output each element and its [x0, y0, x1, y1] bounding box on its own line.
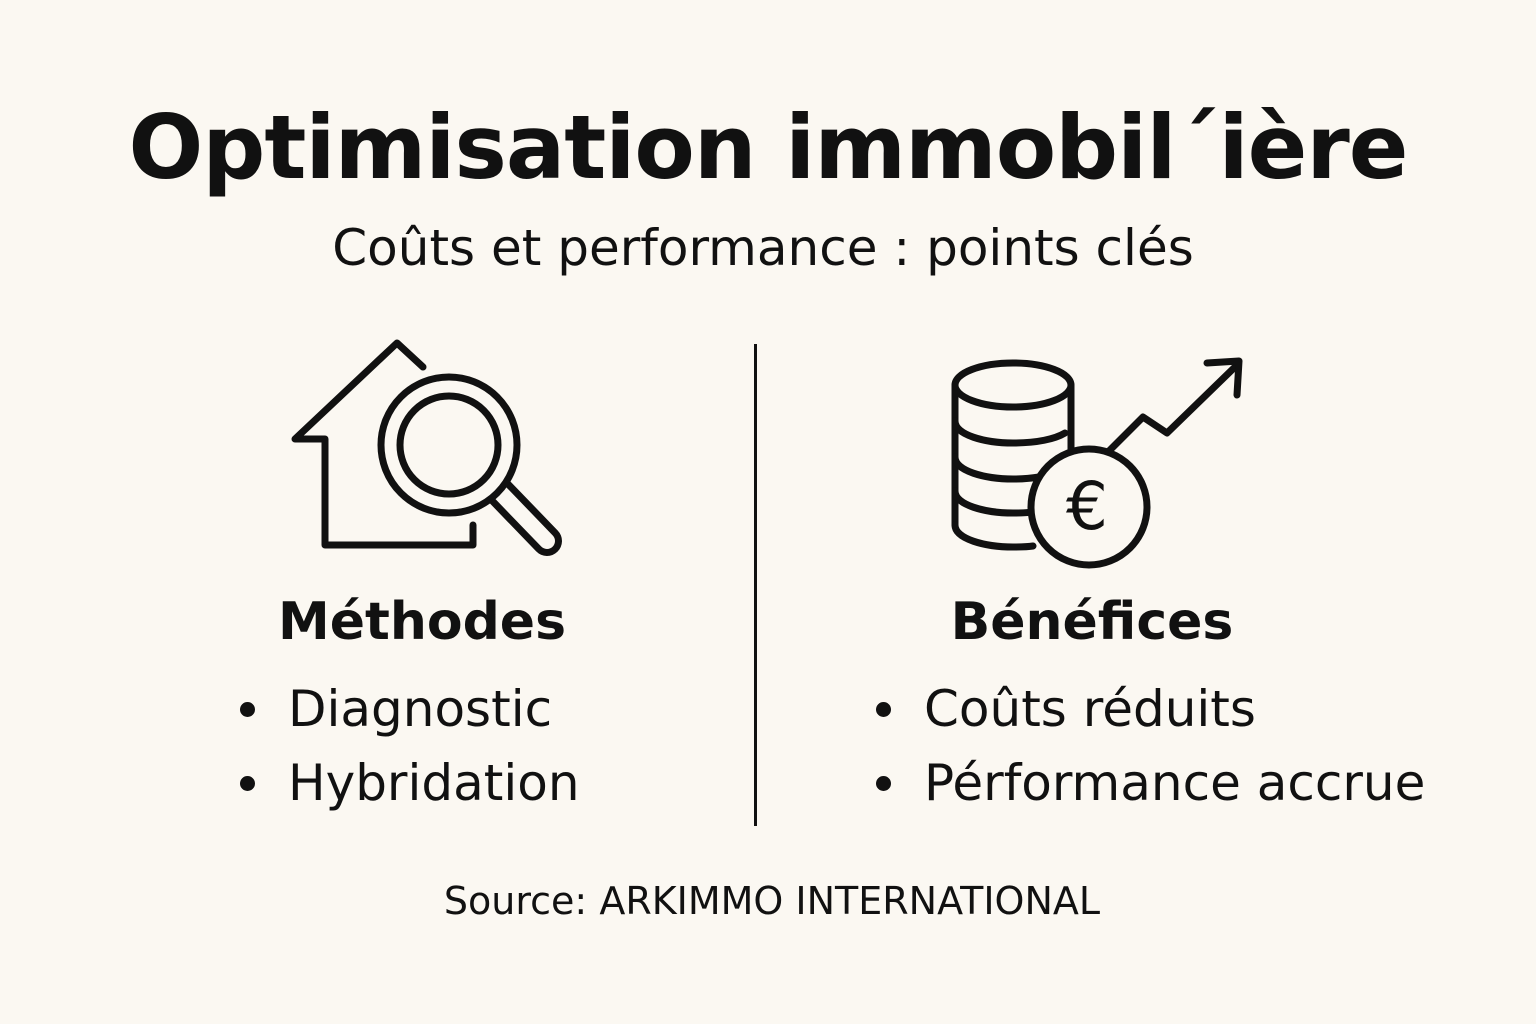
- bullet-icon: [240, 702, 255, 717]
- list-item: Coûts réduits: [876, 672, 1425, 746]
- methods-heading: Méthodes: [277, 592, 567, 652]
- benefit-item-label: Pérformance accrue: [924, 754, 1426, 812]
- bullet-icon: [876, 702, 891, 717]
- list-item: Pérformance accrue: [876, 746, 1425, 820]
- source-credit: Source: ARKIMMO INTERNATIONAL: [443, 879, 1101, 923]
- column-divider: [754, 344, 757, 826]
- benefit-item-label: Coûts réduits: [924, 680, 1256, 738]
- coins-euro-growth-icon: €: [945, 345, 1255, 575]
- methods-list: Diagnostic Hybridation: [240, 672, 580, 820]
- house-magnifier-icon: [285, 335, 575, 575]
- bullet-icon: [876, 776, 891, 791]
- list-item: Hybridation: [240, 746, 580, 820]
- bullet-icon: [240, 776, 255, 791]
- page-title: Optimisation immobil´ière: [128, 96, 1409, 199]
- benefits-heading: Bénéfices: [950, 592, 1234, 652]
- method-item-label: Hybridation: [288, 754, 580, 812]
- page-subtitle: Coûts et performance : points clés: [332, 219, 1194, 277]
- method-item-label: Diagnostic: [288, 680, 553, 738]
- benefits-list: Coûts réduits Pérformance accrue: [876, 672, 1425, 820]
- list-item: Diagnostic: [240, 672, 580, 746]
- euro-symbol: €: [1066, 468, 1108, 545]
